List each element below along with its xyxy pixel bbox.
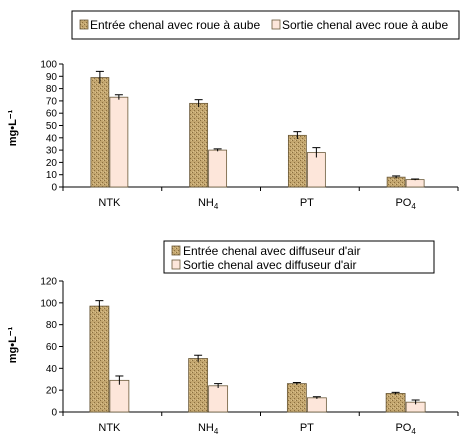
- y-tick-label: 90: [46, 72, 58, 83]
- x-tick-label-nh4: NH4: [198, 197, 219, 211]
- y-tick-label: 60: [46, 342, 58, 353]
- y-axis-label: mg•L⁻¹: [7, 109, 19, 146]
- legend-label-entree: Entrée chenal avec roue à aube: [90, 18, 260, 32]
- plot-area: 0 20 40 60 80 100 120 NTK NH4 PT PO4: [40, 277, 459, 436]
- bar-entree-nh4: [188, 358, 209, 413]
- bar-entree-ntk: [89, 305, 110, 413]
- chart-roue-a-aube: Entrée chenal avec roue à aube Sortie ch…: [7, 10, 460, 211]
- x-tick-label-nh4: NH4: [198, 422, 219, 436]
- y-tick-label: 40: [46, 364, 58, 375]
- y-tick-label: 20: [46, 386, 58, 397]
- legend-swatch-sortie: [171, 259, 181, 270]
- x-tick-label-pt: PT: [300, 422, 314, 434]
- bar-entree-nh4: [189, 102, 209, 188]
- y-tick-label: 0: [51, 408, 57, 419]
- x-tick-label-ntk: NTK: [98, 422, 121, 434]
- y-tick-label: 60: [46, 109, 58, 120]
- y-tick-label: 10: [46, 170, 58, 181]
- legend-label-sortie: Sortie chenal avec roue à aube: [282, 18, 448, 32]
- y-tick-label: 100: [40, 60, 57, 71]
- y-tick-label: 80: [46, 320, 58, 331]
- bar-sortie-ntk: [109, 96, 129, 188]
- legend-label-sortie: Sortie chenal avec diffuseur d'air: [183, 258, 357, 272]
- y-tick-label: 50: [46, 121, 58, 132]
- bar-sortie-pt: [306, 152, 326, 188]
- bar-entree-po4: [386, 176, 406, 188]
- x-tick-label-po4: PO4: [395, 422, 416, 436]
- bar-sortie-pt: [306, 397, 327, 413]
- legend-box: [71, 10, 460, 40]
- y-tick-label: 30: [46, 146, 58, 157]
- chart-diffuseur-d-air: Entrée chenal avec diffuseur d'air Sorti…: [7, 240, 459, 436]
- legend-swatch-entree: [171, 245, 181, 256]
- legend-swatch-entree: [79, 19, 89, 30]
- y-tick-label: 0: [51, 183, 57, 194]
- bar-entree-pt: [287, 134, 307, 188]
- bar-sortie-nh4: [208, 385, 229, 413]
- bar-entree-ntk: [90, 77, 110, 188]
- bar-entree-po4: [385, 393, 406, 413]
- y-tick-label: 20: [46, 158, 58, 169]
- bar-sortie-po4: [405, 179, 425, 188]
- legend: Entrée chenal avec diffuseur d'air Sorti…: [163, 240, 435, 274]
- y-tick-label: 120: [40, 277, 57, 288]
- legend-box: [163, 240, 435, 274]
- x-tick-label-ntk: NTK: [98, 197, 121, 209]
- x-tick-label-po4: PO4: [395, 197, 416, 211]
- legend-label-entree: Entrée chenal avec diffuseur d'air: [183, 244, 361, 258]
- x-tick-label-pt: PT: [300, 197, 314, 209]
- legend-swatch-sortie: [271, 19, 281, 30]
- y-tick-label: 40: [46, 133, 58, 144]
- y-tick-label: 70: [46, 96, 58, 107]
- bar-sortie-ntk: [109, 379, 130, 413]
- y-tick-label: 80: [46, 84, 58, 95]
- y-tick-label: 100: [40, 298, 57, 309]
- bar-sortie-nh4: [208, 149, 228, 188]
- bar-entree-pt: [286, 383, 307, 413]
- legend: Entrée chenal avec roue à aube Sortie ch…: [71, 10, 460, 40]
- y-axis-label: mg•L⁻¹: [7, 326, 19, 363]
